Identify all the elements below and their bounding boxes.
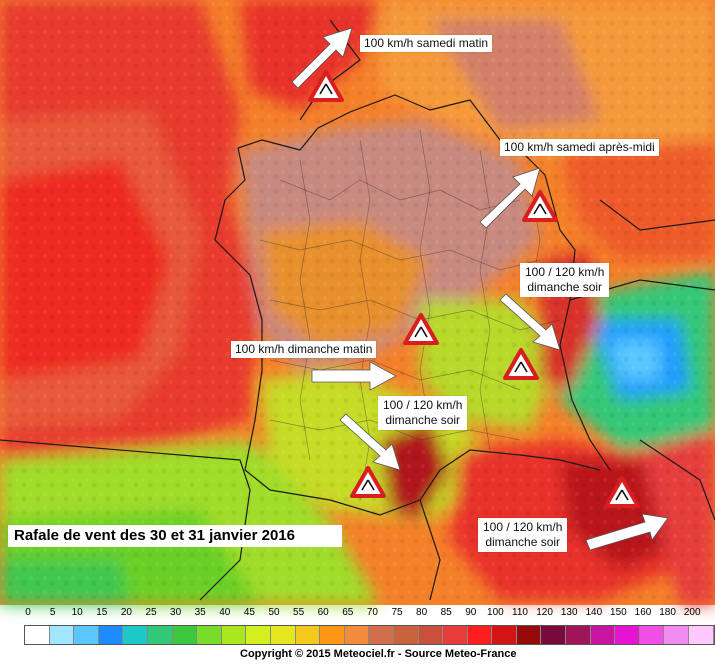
- arrow-icon: [291, 27, 669, 551]
- legend-tick-200: 200: [683, 607, 701, 618]
- color-legend: 0 5 10 15 20 25 30 35 40 45 50 55 60 65 70 75 80 85 90 100 1…: [0, 605, 715, 665]
- legend-swatch-110: [516, 626, 542, 644]
- legend-ticks: 0 5 10 15 20 25 30 35 40 45 50 55 60 65 70 75 80 85 90 100 1…: [25, 607, 715, 621]
- legend-tick-15: 15: [96, 607, 108, 618]
- wind-warning-icon-6: [604, 476, 640, 508]
- legend-tick-75: 75: [391, 607, 403, 618]
- arrow-icon-4: [311, 361, 397, 391]
- arrow-icon-3: [499, 293, 561, 351]
- wind-warning-icon-1: [308, 70, 344, 102]
- annotation-samedi-matin: 100 km/h samedi matin: [360, 35, 493, 52]
- map-title: Rafale de vent des 30 et 31 janvier 2016: [8, 525, 342, 547]
- legend-swatch-90: [467, 626, 493, 644]
- legend-tick-160: 160: [634, 607, 652, 618]
- annotation-line1: 100 / 120 km/h: [383, 398, 463, 412]
- annotation-line1: 100 km/h samedi après-midi: [504, 140, 655, 154]
- wind-warning-icon: [308, 70, 640, 508]
- legend-tick-90: 90: [465, 607, 477, 618]
- legend-swatch-70: [369, 626, 394, 644]
- legend-swatch-55: [295, 626, 321, 644]
- legend-swatch-65: [344, 626, 370, 644]
- legend-swatch-85: [443, 626, 468, 644]
- annotation-line1: 100 km/h samedi matin: [364, 36, 489, 50]
- copyright-text: Copyright © 2015 Meteociel.fr - Source M…: [240, 648, 517, 660]
- annotation-dimanche-soir-pyrenees: 100 / 120 km/h dimanche soir: [378, 396, 468, 430]
- annotation-dimanche-soir-east: 100 / 120 km/h dimanche soir: [520, 263, 610, 297]
- legend-swatch-0: [25, 626, 50, 644]
- legend-tick-130: 130: [560, 607, 578, 618]
- legend-swatch-80: [418, 626, 444, 644]
- legend-swatch-120: [541, 626, 567, 644]
- legend-swatch-75: [393, 626, 419, 644]
- arrow-icon-1: [291, 27, 353, 89]
- legend-tick-35: 35: [194, 607, 206, 618]
- legend-tick-60: 60: [317, 607, 329, 618]
- legend-tick-40: 40: [219, 607, 231, 618]
- legend-swatch-50: [270, 626, 296, 644]
- annotation-line2: dimanche soir: [385, 413, 461, 427]
- legend-swatch-150: [615, 626, 640, 644]
- wind-warning-icon-4: [503, 348, 539, 380]
- legend-swatch-40: [221, 626, 247, 644]
- legend-swatch-25: [147, 626, 173, 644]
- legend-tick-85: 85: [440, 607, 452, 618]
- legend-bar: [24, 625, 715, 645]
- legend-tick-80: 80: [416, 607, 428, 618]
- legend-tick-45: 45: [243, 607, 255, 618]
- legend-tick-10: 10: [71, 607, 83, 618]
- legend-tick-120: 120: [536, 607, 553, 618]
- wind-warning-icon-5: [350, 466, 386, 498]
- legend-tick-65: 65: [342, 607, 354, 618]
- legend-tick-100: 100: [487, 607, 504, 618]
- legend-tick-180: 180: [659, 607, 676, 618]
- legend-tick-5: 5: [49, 607, 56, 618]
- arrow-icon-2: [479, 167, 541, 229]
- legend-swatch-100: [492, 626, 517, 644]
- legend-swatch-35: [197, 626, 222, 644]
- legend-swatch-20: [123, 626, 148, 644]
- legend-tick-110: 110: [512, 607, 528, 618]
- legend-tick-50: 50: [268, 607, 280, 618]
- legend-tick-20: 20: [120, 607, 132, 618]
- legend-swatch-130: [566, 626, 591, 644]
- legend-tick-70: 70: [366, 607, 378, 618]
- annotation-line2: dimanche soir: [485, 535, 561, 549]
- legend-tick-30: 30: [170, 607, 182, 618]
- legend-swatch-200: [689, 626, 714, 644]
- legend-swatch-30: [172, 626, 198, 644]
- legend-tick-55: 55: [293, 607, 305, 618]
- legend-tick-140: 140: [585, 607, 603, 618]
- annotation-line1: 100 km/h dimanche matin: [235, 342, 373, 356]
- wind-warning-icon-2: [522, 190, 558, 222]
- legend-swatch-140: [590, 626, 616, 644]
- annotation-line2: dimanche soir: [527, 280, 603, 294]
- legend-swatch-60: [320, 626, 345, 644]
- legend-swatch-15: [98, 626, 124, 644]
- legend-swatch-160: [639, 626, 665, 644]
- legend-swatch-45: [246, 626, 271, 644]
- annotation-dimanche-matin: 100 km/h dimanche matin: [231, 341, 377, 358]
- legend-tick-25: 25: [145, 607, 157, 618]
- legend-swatch-10: [74, 626, 99, 644]
- annotation-line1: 100 / 120 km/h: [525, 265, 605, 279]
- arrow-icon-5: [339, 413, 401, 471]
- annotation-dimanche-soir-mediterranee: 100 / 120 km/h dimanche soir: [478, 518, 568, 552]
- legend-swatch-180: [664, 626, 690, 644]
- wind-warning-icon-3: [403, 313, 439, 345]
- annotation-samedi-apres-midi: 100 km/h samedi après-midi: [500, 139, 659, 156]
- arrow-icon-6: [585, 513, 669, 551]
- legend-swatch-5: [49, 626, 75, 644]
- legend-tick-0: 0: [25, 607, 31, 618]
- legend-tick-150: 150: [610, 607, 627, 618]
- annotation-line1: 100 / 120 km/h: [483, 520, 563, 534]
